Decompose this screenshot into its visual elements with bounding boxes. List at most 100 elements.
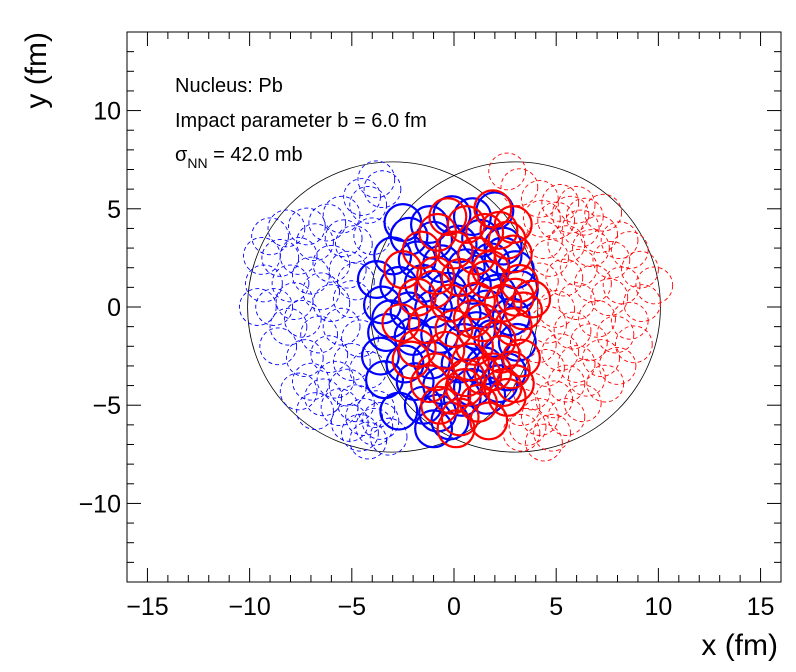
blue-participant-nucleon xyxy=(367,313,407,353)
red-spectator-nucleon xyxy=(537,201,576,240)
axis-ticks xyxy=(126,31,782,583)
red-participant-nucleon xyxy=(428,197,468,237)
blue-spectator-nucleon xyxy=(328,368,367,407)
red-participant-nucleon xyxy=(471,250,511,290)
red-participant-nucleon xyxy=(454,326,494,366)
red-spectator-nucleon xyxy=(561,209,600,248)
blue-spectator-nucleon xyxy=(302,272,341,311)
red-spectator-nucleon xyxy=(572,229,610,267)
red-participant-nucleon xyxy=(444,368,484,408)
red-participant-nucleon xyxy=(430,283,470,323)
blue-spectator-nucleon xyxy=(292,362,330,401)
red-participant-nucleon xyxy=(469,401,509,441)
y-tick-label: 5 xyxy=(107,196,121,224)
red-participant-nucleon xyxy=(493,234,533,274)
blue-spectator-nucleon xyxy=(369,417,408,456)
nucleon-markers xyxy=(238,152,674,462)
red-spectator-nucleon xyxy=(508,407,547,446)
red-participant-nucleon xyxy=(479,210,519,250)
blue-spectator-nucleon xyxy=(349,186,388,224)
red-spectator-nucleon xyxy=(541,333,580,372)
red-participant-nucleon xyxy=(450,342,490,382)
blue-spectator-nucleon xyxy=(261,239,300,277)
red-participant-nucleon xyxy=(434,230,474,270)
red-spectator-nucleon xyxy=(578,299,616,338)
blue-spectator-nucleon xyxy=(363,170,402,208)
y-tick-label: 0 xyxy=(107,294,121,322)
x-tick-label: −5 xyxy=(338,593,367,621)
x-tick-label: 5 xyxy=(549,593,563,621)
red-participant-nucleon xyxy=(432,375,472,415)
blue-spectator-nucleon xyxy=(259,327,298,366)
blue-spectator-nucleon xyxy=(285,339,324,377)
blue-participant-nucleon xyxy=(487,352,527,392)
red-spectator-nucleon xyxy=(533,413,571,452)
blue-spectator-nucleon xyxy=(310,335,349,373)
y-tick-label: 10 xyxy=(93,98,121,126)
blue-participant-nucleon xyxy=(356,260,396,299)
blue-spectator-nucleon xyxy=(255,288,293,326)
red-spectator-nucleon xyxy=(568,358,606,397)
red-spectator-nucleon xyxy=(553,311,592,350)
tick-labels: −15 −10 −5 0 5 10 15 −10 −5 0 5 10 xyxy=(79,98,775,621)
blue-spectator-nucleon xyxy=(296,392,334,430)
red-spectator-nucleon xyxy=(525,423,563,462)
blue-spectator-nucleon xyxy=(322,195,361,234)
blue-spectator-nucleon xyxy=(238,288,277,326)
x-tick-label: 15 xyxy=(747,593,775,621)
red-participant-nucleon xyxy=(383,250,423,290)
blue-spectator-nucleon xyxy=(343,178,381,216)
blue-spectator-nucleon xyxy=(332,343,371,381)
red-participant-nucleon xyxy=(465,212,505,252)
blue-participant-nucleon xyxy=(452,197,492,237)
sigma-subscript: NN xyxy=(187,155,207,171)
blue-spectator-nucleon xyxy=(288,207,326,246)
red-participant-nucleon xyxy=(463,356,503,396)
red-spectator-nucleon xyxy=(580,215,618,254)
red-participant-nucleon xyxy=(436,409,476,449)
x-tick-label: 0 xyxy=(447,593,461,621)
red-spectator-nucleon xyxy=(592,241,631,279)
x-tick-label: −15 xyxy=(126,593,168,621)
blue-participant-nucleon xyxy=(379,391,419,431)
red-participant-nucleon xyxy=(512,279,552,319)
red-spectator-nucleon xyxy=(557,186,596,224)
blue-spectator-nucleon xyxy=(357,390,396,428)
blue-spectator-nucleon xyxy=(324,219,363,258)
y-tick-label: −10 xyxy=(79,490,121,518)
red-spectator-nucleon xyxy=(596,315,635,354)
red-spectator-nucleon xyxy=(500,168,539,207)
red-spectator-nucleon xyxy=(527,349,565,387)
blue-spectator-nucleon xyxy=(335,225,373,263)
red-spectator-nucleon xyxy=(523,199,561,238)
blue-spectator-nucleon xyxy=(332,280,371,318)
blue-spectator-nucleon xyxy=(304,378,343,417)
blue-spectator-nucleon xyxy=(271,264,310,303)
blue-spectator-nucleon xyxy=(341,413,379,452)
red-spectator-nucleon xyxy=(563,384,602,423)
annotation-nucleus: Nucleus: Pb xyxy=(175,75,283,97)
red-spectator-nucleon xyxy=(570,323,608,362)
blue-spectator-nucleon xyxy=(243,237,281,275)
blue-participant-nucleon xyxy=(360,336,400,376)
red-spectator-nucleon xyxy=(600,221,639,260)
blue-spectator-nucleon xyxy=(312,284,351,322)
red-spectator-nucleon xyxy=(590,278,629,317)
blue-spectator-nucleon xyxy=(349,421,388,460)
blue-spectator-nucleon xyxy=(300,315,338,354)
y-tick-label: −5 xyxy=(92,392,121,420)
red-spectator-nucleon xyxy=(545,258,584,297)
red-spectator-nucleon xyxy=(537,290,576,328)
sigma-symbol: σ xyxy=(175,144,188,166)
red-participant-nucleon xyxy=(452,299,492,339)
red-participant-nucleon xyxy=(503,291,543,331)
red-spectator-nucleon xyxy=(582,339,620,377)
red-participant-nucleon xyxy=(483,368,523,408)
x-axis-label: x (fm) xyxy=(701,629,778,662)
blue-participant-nucleon xyxy=(414,220,454,260)
blue-spectator-nucleon xyxy=(322,307,361,346)
blue-spectator-nucleon xyxy=(308,203,347,242)
blue-spectator-nucleon xyxy=(328,250,367,289)
red-spectator-nucleon xyxy=(557,282,596,320)
